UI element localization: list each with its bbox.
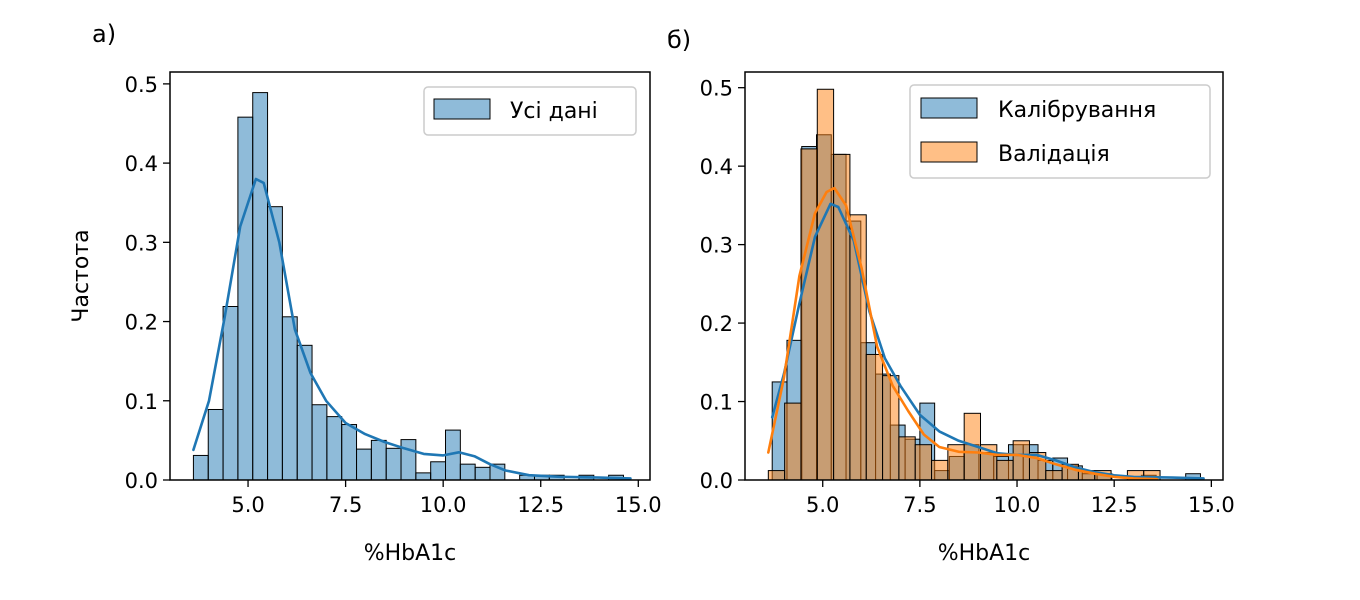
- histogram-bar: [296, 344, 313, 481]
- histogram-bar: [341, 424, 358, 481]
- legend-label-validation: Валідація: [998, 142, 1110, 167]
- x-tick-label: 12.5: [1091, 493, 1138, 517]
- y-axis-label: Частота: [69, 229, 94, 322]
- histogram-panel-calibration-validation: б) 5.0 7.5 10.0 12.5 15.0 0.0 0.1 0.2 0.3 0.4 0.5…: [667, 26, 1235, 566]
- histogram-bar: [430, 461, 447, 481]
- x-ticks: 5.0 7.5 10.0 12.5 15.0: [806, 480, 1235, 517]
- x-tick-label: 12.5: [517, 493, 564, 517]
- y-tick-label: 0.4: [700, 155, 733, 179]
- histogram-bar: [474, 466, 491, 481]
- histogram-bar: [767, 470, 786, 481]
- histogram-bar: [415, 472, 432, 481]
- plot-frame: [744, 71, 1224, 481]
- legend: Калібрування Валідація: [909, 84, 1211, 179]
- kde-group: [766, 186, 1205, 481]
- histogram-bar: [816, 88, 835, 481]
- histogram-bar: [898, 436, 916, 481]
- y-tick-label: 0.5: [125, 73, 158, 97]
- histogram-bar: [385, 447, 402, 481]
- legend-label-calibration: Калібрування: [998, 98, 1156, 123]
- x-tick-label: 10.0: [420, 493, 467, 517]
- x-tick-label: 10.0: [994, 493, 1041, 517]
- x-axis-label: %HbA1c: [938, 541, 1031, 566]
- histogram-panel-all-data: а) 5.0 7.5 10.0 12.5 15.0 0.0 0.1 0.2 0.3 0.4 0.5…: [69, 20, 662, 566]
- y-tick-label: 0.1: [700, 391, 733, 415]
- bars-group: [192, 92, 624, 481]
- histogram-bar: [1012, 440, 1030, 481]
- plot-frame: [169, 71, 651, 481]
- histogram-bar: [865, 353, 884, 481]
- histogram-bar: [370, 439, 387, 481]
- histogram-bar: [931, 459, 949, 481]
- histogram-bar: [237, 116, 254, 481]
- x-tick-label: 15.0: [615, 493, 662, 517]
- y-ticks: 0.0 0.1 0.2 0.3 0.4 0.5: [125, 73, 170, 493]
- x-tick-label: 7.5: [329, 493, 362, 517]
- histogram-bar: [914, 444, 933, 481]
- legend-swatch-calibration: [920, 97, 978, 119]
- histogram-bar: [207, 408, 224, 481]
- x-axis-label: %HbA1c: [364, 541, 457, 566]
- x-tick-label: 5.0: [231, 493, 264, 517]
- histogram-bar: [222, 306, 239, 481]
- histogram-bar: [400, 439, 417, 481]
- legend-swatch-all-data: [433, 98, 491, 120]
- y-tick-label: 0.3: [125, 231, 158, 255]
- y-tick-label: 0.1: [125, 390, 158, 414]
- legend-box: [909, 84, 1211, 179]
- y-tick-label: 0.0: [700, 469, 733, 493]
- kde-group: [192, 177, 632, 480]
- y-tick-label: 0.2: [700, 312, 733, 336]
- y-tick-label: 0.2: [125, 311, 158, 335]
- legend-swatch-validation: [920, 141, 978, 163]
- histogram-bar: [833, 153, 851, 481]
- histogram-bar: [311, 404, 328, 481]
- kde-curve: [192, 177, 632, 480]
- kde-curve: [766, 186, 1159, 481]
- panel-label-a: а): [92, 20, 116, 48]
- panel-label-b: б): [667, 26, 691, 54]
- histogram-bar: [192, 454, 209, 481]
- histogram-bar: [459, 463, 476, 481]
- x-tick-label: 5.0: [806, 493, 839, 517]
- y-tick-label: 0.5: [700, 77, 733, 101]
- histogram-bar: [800, 148, 818, 481]
- x-ticks: 5.0 7.5 10.0 12.5 15.0: [231, 480, 662, 517]
- histogram-bar: [1045, 470, 1063, 481]
- legend-label-all-data: Усі дані: [510, 99, 598, 124]
- x-tick-label: 7.5: [903, 493, 936, 517]
- histogram-bar: [281, 316, 298, 481]
- x-tick-label: 15.0: [1188, 493, 1235, 517]
- kde-curve: [770, 202, 1205, 480]
- y-tick-label: 0.0: [125, 469, 158, 493]
- histogram-bar: [252, 92, 269, 481]
- legend: Усі дані: [423, 86, 637, 136]
- histogram-bar: [326, 416, 343, 481]
- histogram-bar: [356, 448, 372, 481]
- bars-group: [767, 88, 1201, 481]
- histogram-bar: [996, 459, 1014, 481]
- histogram-bar: [784, 402, 802, 481]
- y-ticks: 0.0 0.1 0.2 0.3 0.4 0.5: [700, 77, 745, 493]
- y-tick-label: 0.4: [125, 152, 158, 176]
- y-tick-label: 0.3: [700, 234, 733, 258]
